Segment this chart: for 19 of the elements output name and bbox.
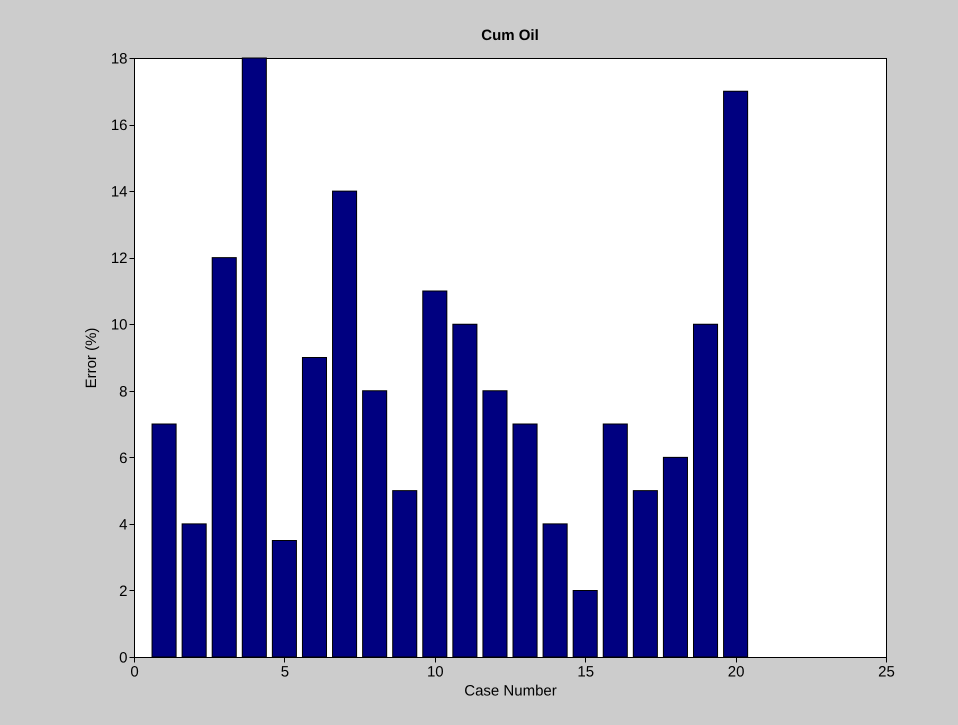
y-axis-title: Error (%) <box>82 328 100 388</box>
x-tick-label: 15 <box>577 664 594 680</box>
x-tick-label: 20 <box>728 664 744 680</box>
y-tick-label: 2 <box>119 582 128 600</box>
x-axis-title: Case Number <box>464 682 557 700</box>
y-tick-label: 14 <box>110 184 128 201</box>
y-tick-label: 8 <box>119 383 128 400</box>
x-tick-label: 5 <box>280 664 290 680</box>
y-tick-label: 16 <box>110 117 128 134</box>
y-tick-label: 12 <box>110 250 128 268</box>
y-tick-label: 10 <box>110 316 128 334</box>
y-tick-label: 0 <box>119 650 128 666</box>
x-tick-label: 0 <box>130 664 139 680</box>
y-tick-label: 6 <box>119 450 128 467</box>
y-tick-label: 4 <box>119 516 128 534</box>
chart-title: Cum Oil <box>481 27 539 44</box>
x-tick-label: 10 <box>426 664 444 680</box>
x-tick-label: 25 <box>878 664 895 680</box>
y-tick-label: 18 <box>110 50 128 68</box>
